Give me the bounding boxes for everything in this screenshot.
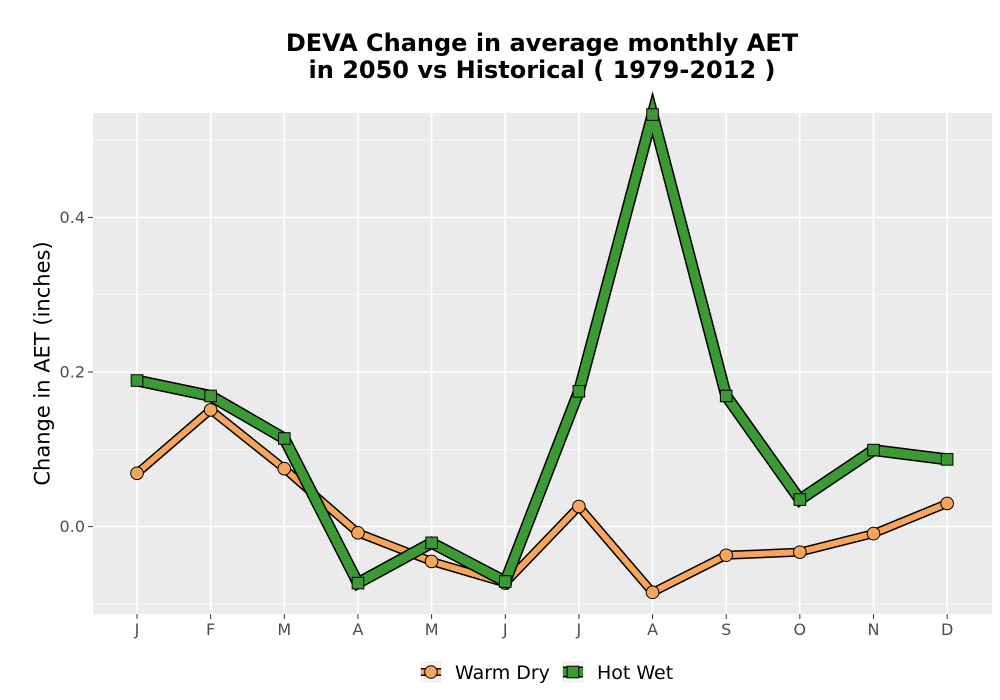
data-point	[866, 526, 881, 541]
major-gridlines	[93, 113, 992, 614]
legend: Warm Dry Hot Wet	[420, 661, 673, 684]
x-tick-label: S	[721, 620, 731, 639]
series-warm-dry	[130, 403, 954, 600]
series-line	[135, 405, 949, 597]
series-hot-wet	[130, 91, 954, 592]
x-tick-label: D	[941, 620, 953, 639]
x-tick-label: J	[134, 620, 140, 639]
x-tick-label: J	[502, 620, 508, 639]
chart-title-line-2: in 2050 vs Historical ( 1979-2012 )	[308, 56, 776, 84]
data-point	[351, 526, 365, 540]
legend-label: Hot Wet	[597, 662, 673, 684]
y-axis: 0.0 0.2 0.4	[60, 208, 93, 536]
data-point	[940, 496, 954, 511]
data-point	[572, 499, 586, 514]
data-point	[204, 389, 217, 403]
data-point	[425, 536, 438, 550]
data-point	[793, 493, 807, 506]
data-point	[130, 374, 144, 387]
data-point	[203, 403, 218, 417]
data-point	[867, 443, 880, 457]
data-point	[940, 453, 954, 466]
x-tick-label: M	[425, 620, 439, 639]
plot-panel	[93, 113, 992, 614]
data-point	[719, 548, 734, 563]
y-tick-label: 0.4	[60, 208, 85, 227]
y-tick-label: 0.0	[60, 517, 85, 536]
data-point	[646, 108, 659, 121]
y-axis-title: Change in AET (inches)	[30, 241, 54, 485]
x-tick-label: A	[352, 620, 363, 639]
data-point	[645, 585, 660, 600]
data-point	[424, 554, 439, 569]
data-point	[278, 432, 291, 445]
x-tick-label: A	[647, 620, 658, 639]
chart-title: DEVA Change in average monthly AET in 20…	[92, 30, 992, 84]
chart-title-line-1: DEVA Change in average monthly AET	[285, 29, 799, 57]
x-tick-label: O	[794, 620, 807, 639]
data-point	[719, 389, 733, 403]
minor-gridlines	[93, 139, 992, 605]
x-tick-label: J	[576, 620, 582, 639]
legend-marker	[566, 665, 580, 679]
y-tick-label: 0.2	[60, 363, 85, 382]
series-layer	[130, 91, 954, 600]
legend-label: Warm Dry	[455, 662, 550, 684]
series-line	[136, 96, 948, 590]
data-point	[351, 576, 365, 590]
data-point	[572, 385, 586, 398]
legend-item-warm-dry: Warm Dry	[420, 661, 550, 684]
data-point	[277, 461, 292, 476]
x-tick-label: F	[206, 620, 215, 639]
x-tick-label: M	[277, 620, 291, 639]
legend-marker	[424, 665, 438, 679]
data-point	[498, 575, 512, 588]
data-point	[793, 545, 807, 559]
x-tick-label: N	[868, 620, 880, 639]
legend-item-hot-wet: Hot Wet	[561, 661, 673, 684]
data-point	[130, 466, 144, 481]
